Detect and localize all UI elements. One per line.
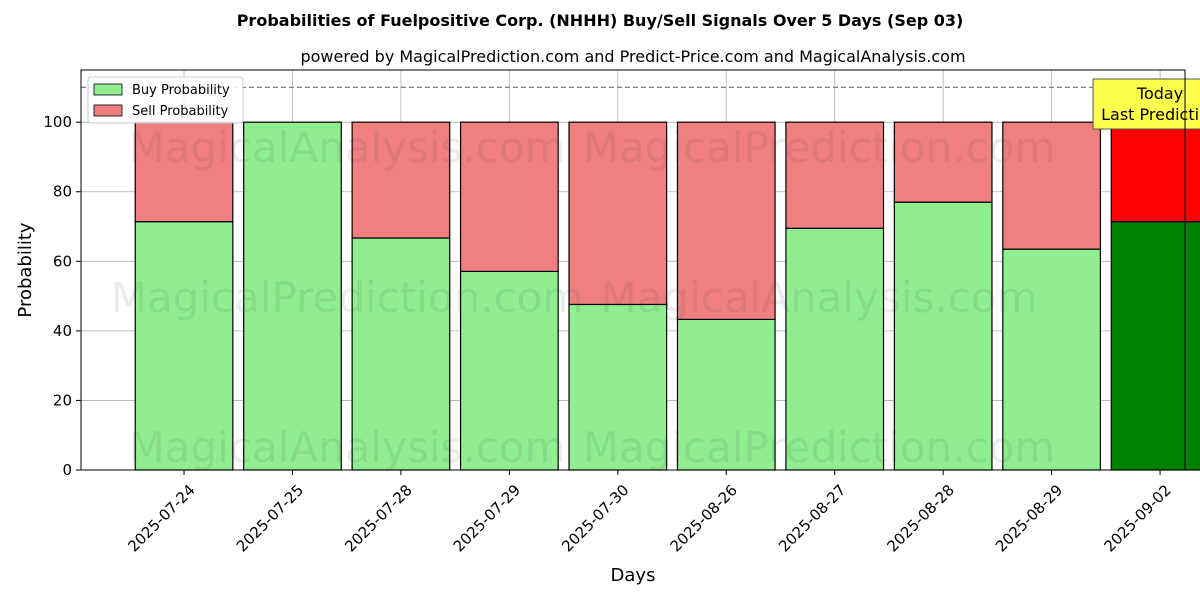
y-tick-label: 60 bbox=[53, 252, 72, 270]
x-tick-label: 2025-07-28 bbox=[341, 481, 415, 555]
legend-label: Sell Probability bbox=[132, 104, 229, 119]
y-tick-label: 40 bbox=[53, 322, 72, 340]
x-tick-label: 2025-07-25 bbox=[233, 481, 307, 555]
bar-buy bbox=[785, 227, 885, 471]
bar-sell bbox=[459, 121, 559, 272]
bar-sell bbox=[134, 121, 234, 223]
watermark-text: MagicalAnalysis.com bbox=[601, 273, 1038, 322]
y-tick-label: 20 bbox=[53, 391, 72, 409]
watermark-text: MagicalPrediction.com bbox=[583, 123, 1056, 172]
y-tick-label: 80 bbox=[53, 183, 72, 201]
bar-buy bbox=[1110, 221, 1200, 471]
x-tick-label: 2025-09-02 bbox=[1100, 481, 1174, 555]
bar-buy bbox=[134, 221, 234, 471]
x-tick-label: 2025-08-28 bbox=[884, 481, 958, 555]
x-axis-label: Days bbox=[611, 565, 656, 586]
bar-sell bbox=[785, 121, 885, 229]
bar-buy bbox=[459, 270, 559, 471]
bar-sell bbox=[568, 121, 668, 306]
annotation-text: Today bbox=[1136, 84, 1183, 103]
y-axis-label: Probability bbox=[15, 222, 36, 317]
x-tick-label: 2025-07-24 bbox=[124, 481, 198, 555]
y-tick-label: 100 bbox=[43, 113, 72, 131]
chart-title: Probabilities of Fuelpositive Corp. (NHH… bbox=[237, 11, 964, 30]
bar-sell bbox=[893, 121, 993, 203]
bar-buy bbox=[351, 237, 451, 471]
watermark-text: MagicalAnalysis.com bbox=[129, 423, 566, 472]
watermark-text: MagicalAnalysis.com bbox=[129, 123, 566, 172]
chart-subtitle: powered by MagicalPrediction.com and Pre… bbox=[300, 47, 965, 66]
legend-swatch bbox=[93, 104, 123, 117]
legend-swatch bbox=[93, 83, 123, 96]
y-tick-label: 0 bbox=[62, 461, 72, 479]
watermark-text: MagicalPrediction.com bbox=[111, 273, 584, 322]
x-tick-label: 2025-08-29 bbox=[992, 481, 1066, 555]
today-annotation: Today Last Prediction bbox=[1092, 78, 1200, 130]
bars bbox=[134, 121, 1200, 471]
legend-label: Buy Probability bbox=[132, 83, 230, 98]
bar-sell bbox=[351, 121, 451, 239]
x-tick-label: 2025-08-26 bbox=[667, 481, 741, 555]
watermark-text: MagicalPrediction.com bbox=[583, 423, 1056, 472]
x-tick-label: 2025-07-30 bbox=[558, 481, 632, 555]
bar-sell bbox=[1110, 121, 1200, 223]
annotation-box bbox=[1092, 78, 1200, 130]
bar-sell bbox=[676, 121, 776, 320]
legend-box bbox=[87, 76, 244, 124]
bar-buy bbox=[893, 201, 993, 471]
plot-frame bbox=[80, 69, 1186, 471]
x-tick-label: 2025-08-27 bbox=[775, 481, 849, 555]
bar-buy bbox=[676, 318, 776, 471]
bar-sell bbox=[1002, 121, 1102, 250]
legend: Buy Probability Sell Probability bbox=[87, 76, 244, 124]
bar-buy bbox=[1002, 248, 1102, 471]
annotation-text: Last Prediction bbox=[1101, 105, 1200, 124]
watermarks: MagicalAnalysis.com MagicalPrediction.com… bbox=[111, 123, 1056, 472]
x-tick-label: 2025-07-29 bbox=[450, 481, 524, 555]
